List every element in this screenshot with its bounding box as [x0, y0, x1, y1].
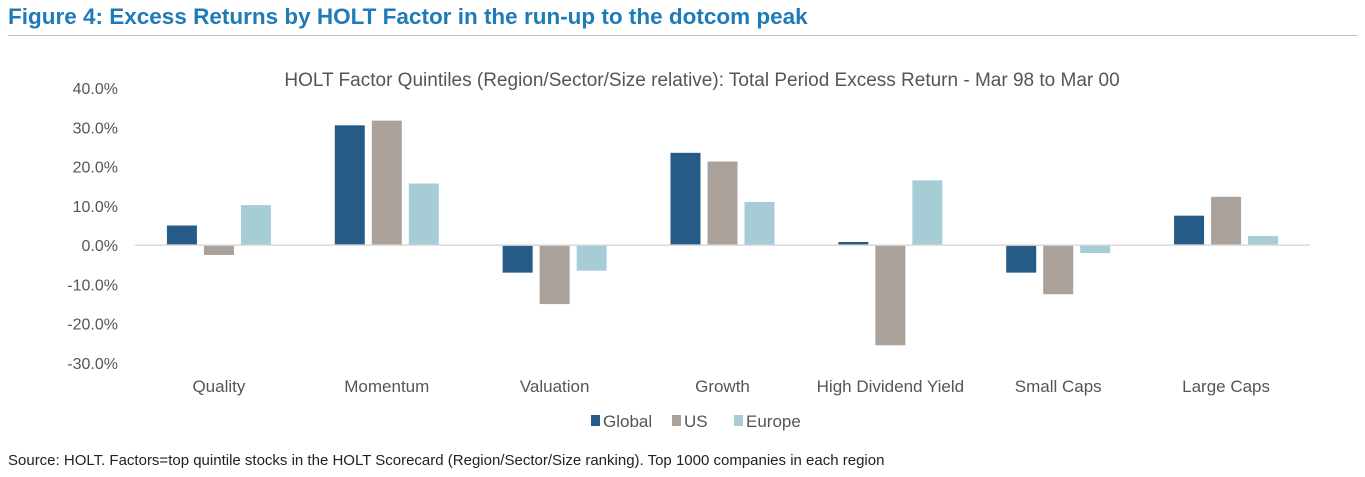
- bar-global-momentum: [334, 125, 365, 246]
- bar-europe-large-caps: [1248, 236, 1279, 246]
- y-tick-label: 40.0%: [73, 81, 118, 98]
- chart-title: HOLT Factor Quintiles (Region/Sector/Siz…: [284, 70, 1119, 91]
- x-tick-label: High Dividend Yield: [817, 377, 964, 396]
- bar-us-small-caps: [1043, 245, 1074, 295]
- bar-global-large-caps: [1174, 215, 1205, 246]
- figure-title: Figure 4: Excess Returns by HOLT Factor …: [8, 4, 808, 29]
- bar-chart: HOLT Factor Quintiles (Region/Sector/Siz…: [67, 70, 1310, 431]
- bar-global-growth: [670, 152, 701, 246]
- bar-global-small-caps: [1006, 245, 1037, 273]
- legend-swatch-global: [591, 415, 600, 426]
- bar-europe-valuation: [576, 245, 607, 271]
- x-tick-label: Small Caps: [1015, 377, 1102, 396]
- title-divider: [8, 35, 1358, 36]
- legend-swatch-europe: [734, 415, 743, 426]
- bar-global-valuation: [502, 245, 533, 273]
- y-tick-label: -30.0%: [67, 356, 118, 373]
- legend-label-global: Global: [603, 412, 652, 431]
- legend-swatch-us: [672, 415, 681, 426]
- bar-global-quality: [166, 225, 197, 246]
- bar-europe-momentum: [408, 183, 439, 246]
- x-tick-label: Growth: [695, 377, 750, 396]
- bar-global-high-dividend-yield: [838, 242, 869, 246]
- legend-label-europe: Europe: [746, 412, 801, 431]
- y-tick-label: 20.0%: [73, 160, 118, 177]
- x-tick-label: Quality: [192, 377, 245, 396]
- y-tick-label: 30.0%: [73, 120, 118, 137]
- y-tick-label: -20.0%: [67, 317, 118, 334]
- x-tick-label: Momentum: [344, 377, 429, 396]
- y-tick-label: 0.0%: [82, 238, 118, 255]
- bar-us-high-dividend-yield: [875, 245, 906, 346]
- bar-us-growth: [707, 161, 738, 246]
- legend-label-us: US: [684, 412, 708, 431]
- bar-us-large-caps: [1211, 196, 1242, 246]
- bar-us-momentum: [371, 120, 402, 246]
- bar-europe-quality: [240, 205, 271, 246]
- bar-us-quality: [203, 245, 234, 255]
- x-tick-label: Valuation: [520, 377, 590, 396]
- y-tick-label: 10.0%: [73, 199, 118, 216]
- x-tick-label: Large Caps: [1182, 377, 1270, 396]
- bar-europe-growth: [744, 201, 775, 246]
- bar-europe-high-dividend-yield: [912, 180, 943, 246]
- bar-europe-small-caps: [1080, 245, 1111, 253]
- y-tick-label: -10.0%: [67, 277, 118, 294]
- source-note: Source: HOLT. Factors=top quintile stock…: [8, 452, 885, 469]
- bar-us-valuation: [539, 245, 570, 305]
